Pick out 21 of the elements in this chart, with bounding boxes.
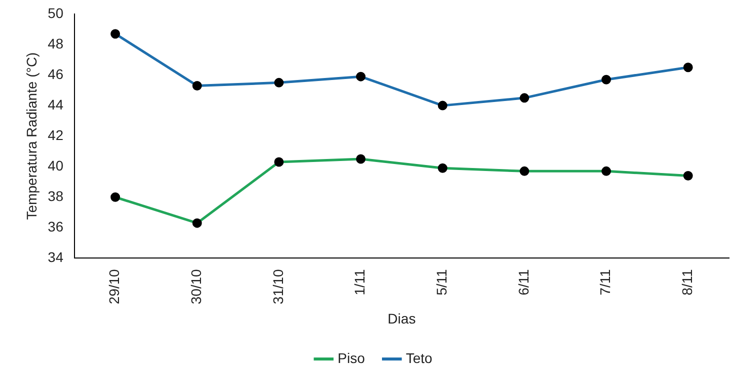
x-tick-label: 7/11: [597, 268, 614, 296]
x-axis-title: Dias: [388, 310, 416, 326]
y-tick-label: 44: [48, 96, 64, 112]
x-tick-label: 8/11: [678, 268, 695, 296]
x-tick-label: 30/10: [188, 268, 204, 304]
legend-label: Teto: [406, 350, 433, 366]
legend-label: Piso: [338, 350, 366, 366]
y-tick-label: 50: [48, 4, 64, 21]
x-tick-label: 5/11: [433, 268, 450, 296]
y-tick-label: 38: [48, 188, 64, 204]
y-tick-label: 42: [48, 126, 64, 143]
x-tick-label: 1/11: [352, 268, 368, 296]
y-axis-title: Temperatura Radiante (°C): [23, 52, 40, 220]
x-tick-label: 6/11: [515, 268, 532, 296]
y-tick-label: 34: [48, 249, 64, 266]
y-tick-label: 48: [48, 35, 64, 52]
y-tick-label: 40: [48, 157, 64, 174]
x-tick-label: 29/10: [106, 268, 122, 304]
x-tick-label: 31/10: [270, 268, 286, 304]
y-tick-label: 46: [48, 66, 64, 82]
y-tick-label: 36: [48, 218, 64, 235]
